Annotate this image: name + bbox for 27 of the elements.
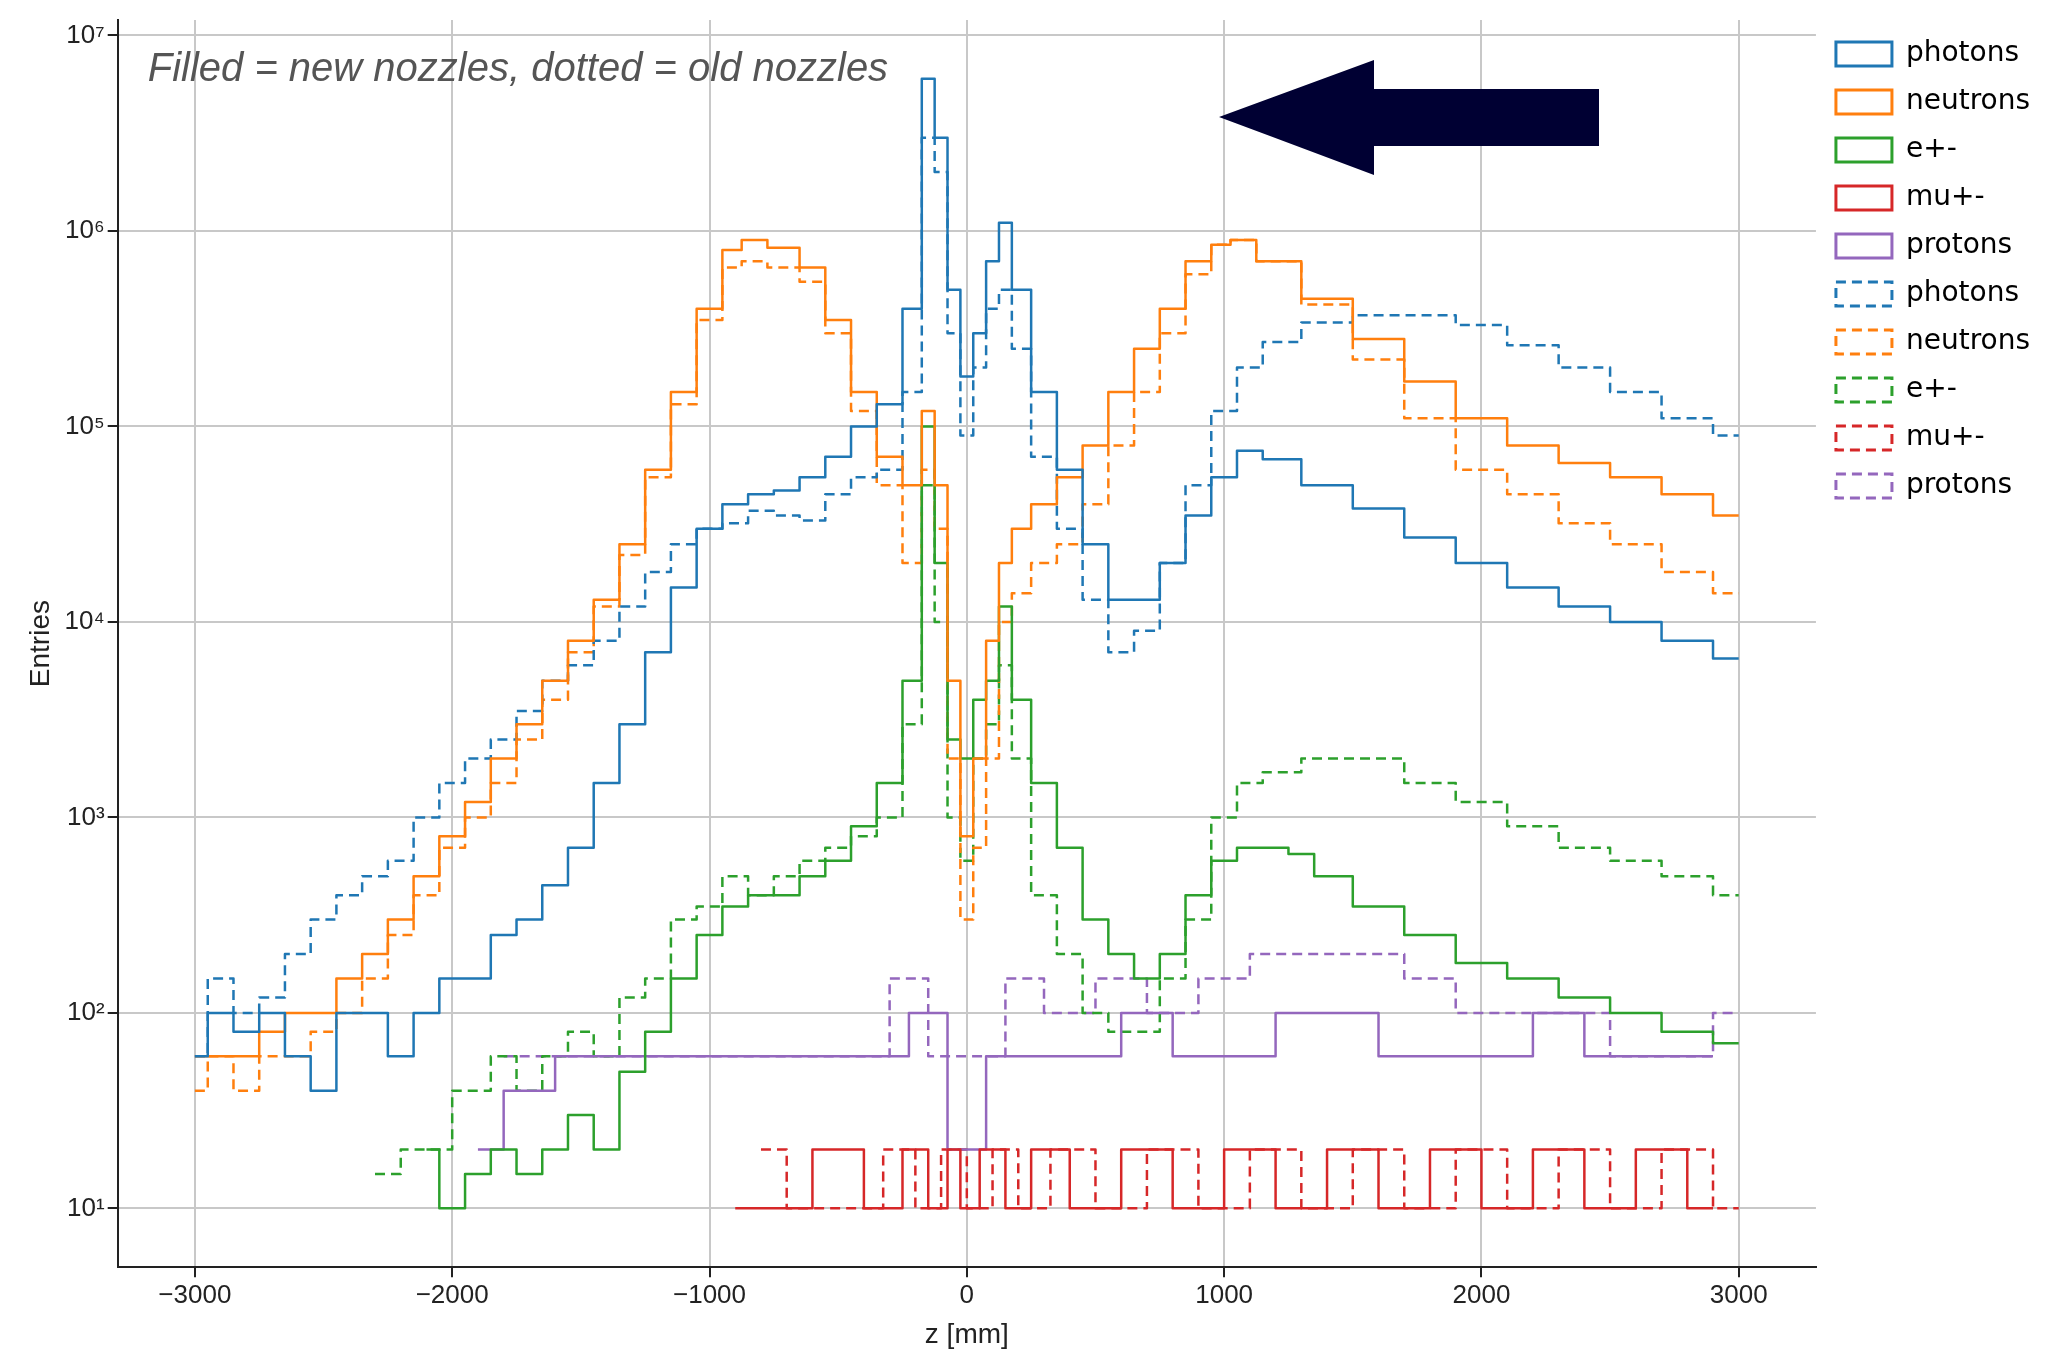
y-tick-label: 10³ [67,800,106,831]
x-tick-label: 1000 [1195,1278,1254,1309]
x-tick-label: 0 [959,1278,975,1309]
legend-label: e+- [1905,131,1957,165]
legend-label: e+- [1905,371,1957,405]
legend-label: protons [1905,467,2013,501]
x-axis-title: z [mm] [924,1317,1009,1349]
x-tick-label: −3000 [158,1278,232,1309]
legend-label: neutrons [1905,323,2030,357]
y-tick-label: 10⁴ [64,605,105,636]
y-axis-title: Entries [23,600,55,688]
x-tick-label: −1000 [672,1278,747,1309]
legend-label: mu+- [1905,179,1985,213]
legend-label: neutrons [1905,83,2030,117]
legend-label: photons [1905,35,2020,69]
y-tick-label: 10⁵ [64,409,105,440]
legend-label: protons [1905,227,2013,261]
x-tick-label: 2000 [1452,1278,1511,1309]
x-tick-label: 3000 [1709,1278,1768,1309]
y-tick-label: 10¹ [67,1191,106,1222]
y-tick-label: 10⁷ [66,18,105,49]
annotation: Filled = new nozzles, dotted = old nozzles [147,45,889,90]
x-tick-label: −2000 [415,1278,489,1309]
legend-label: mu+- [1905,419,1985,453]
y-tick-label: 10⁶ [65,214,105,245]
y-tick-label: 10² [67,996,106,1027]
legend-label: photons [1905,275,2020,309]
